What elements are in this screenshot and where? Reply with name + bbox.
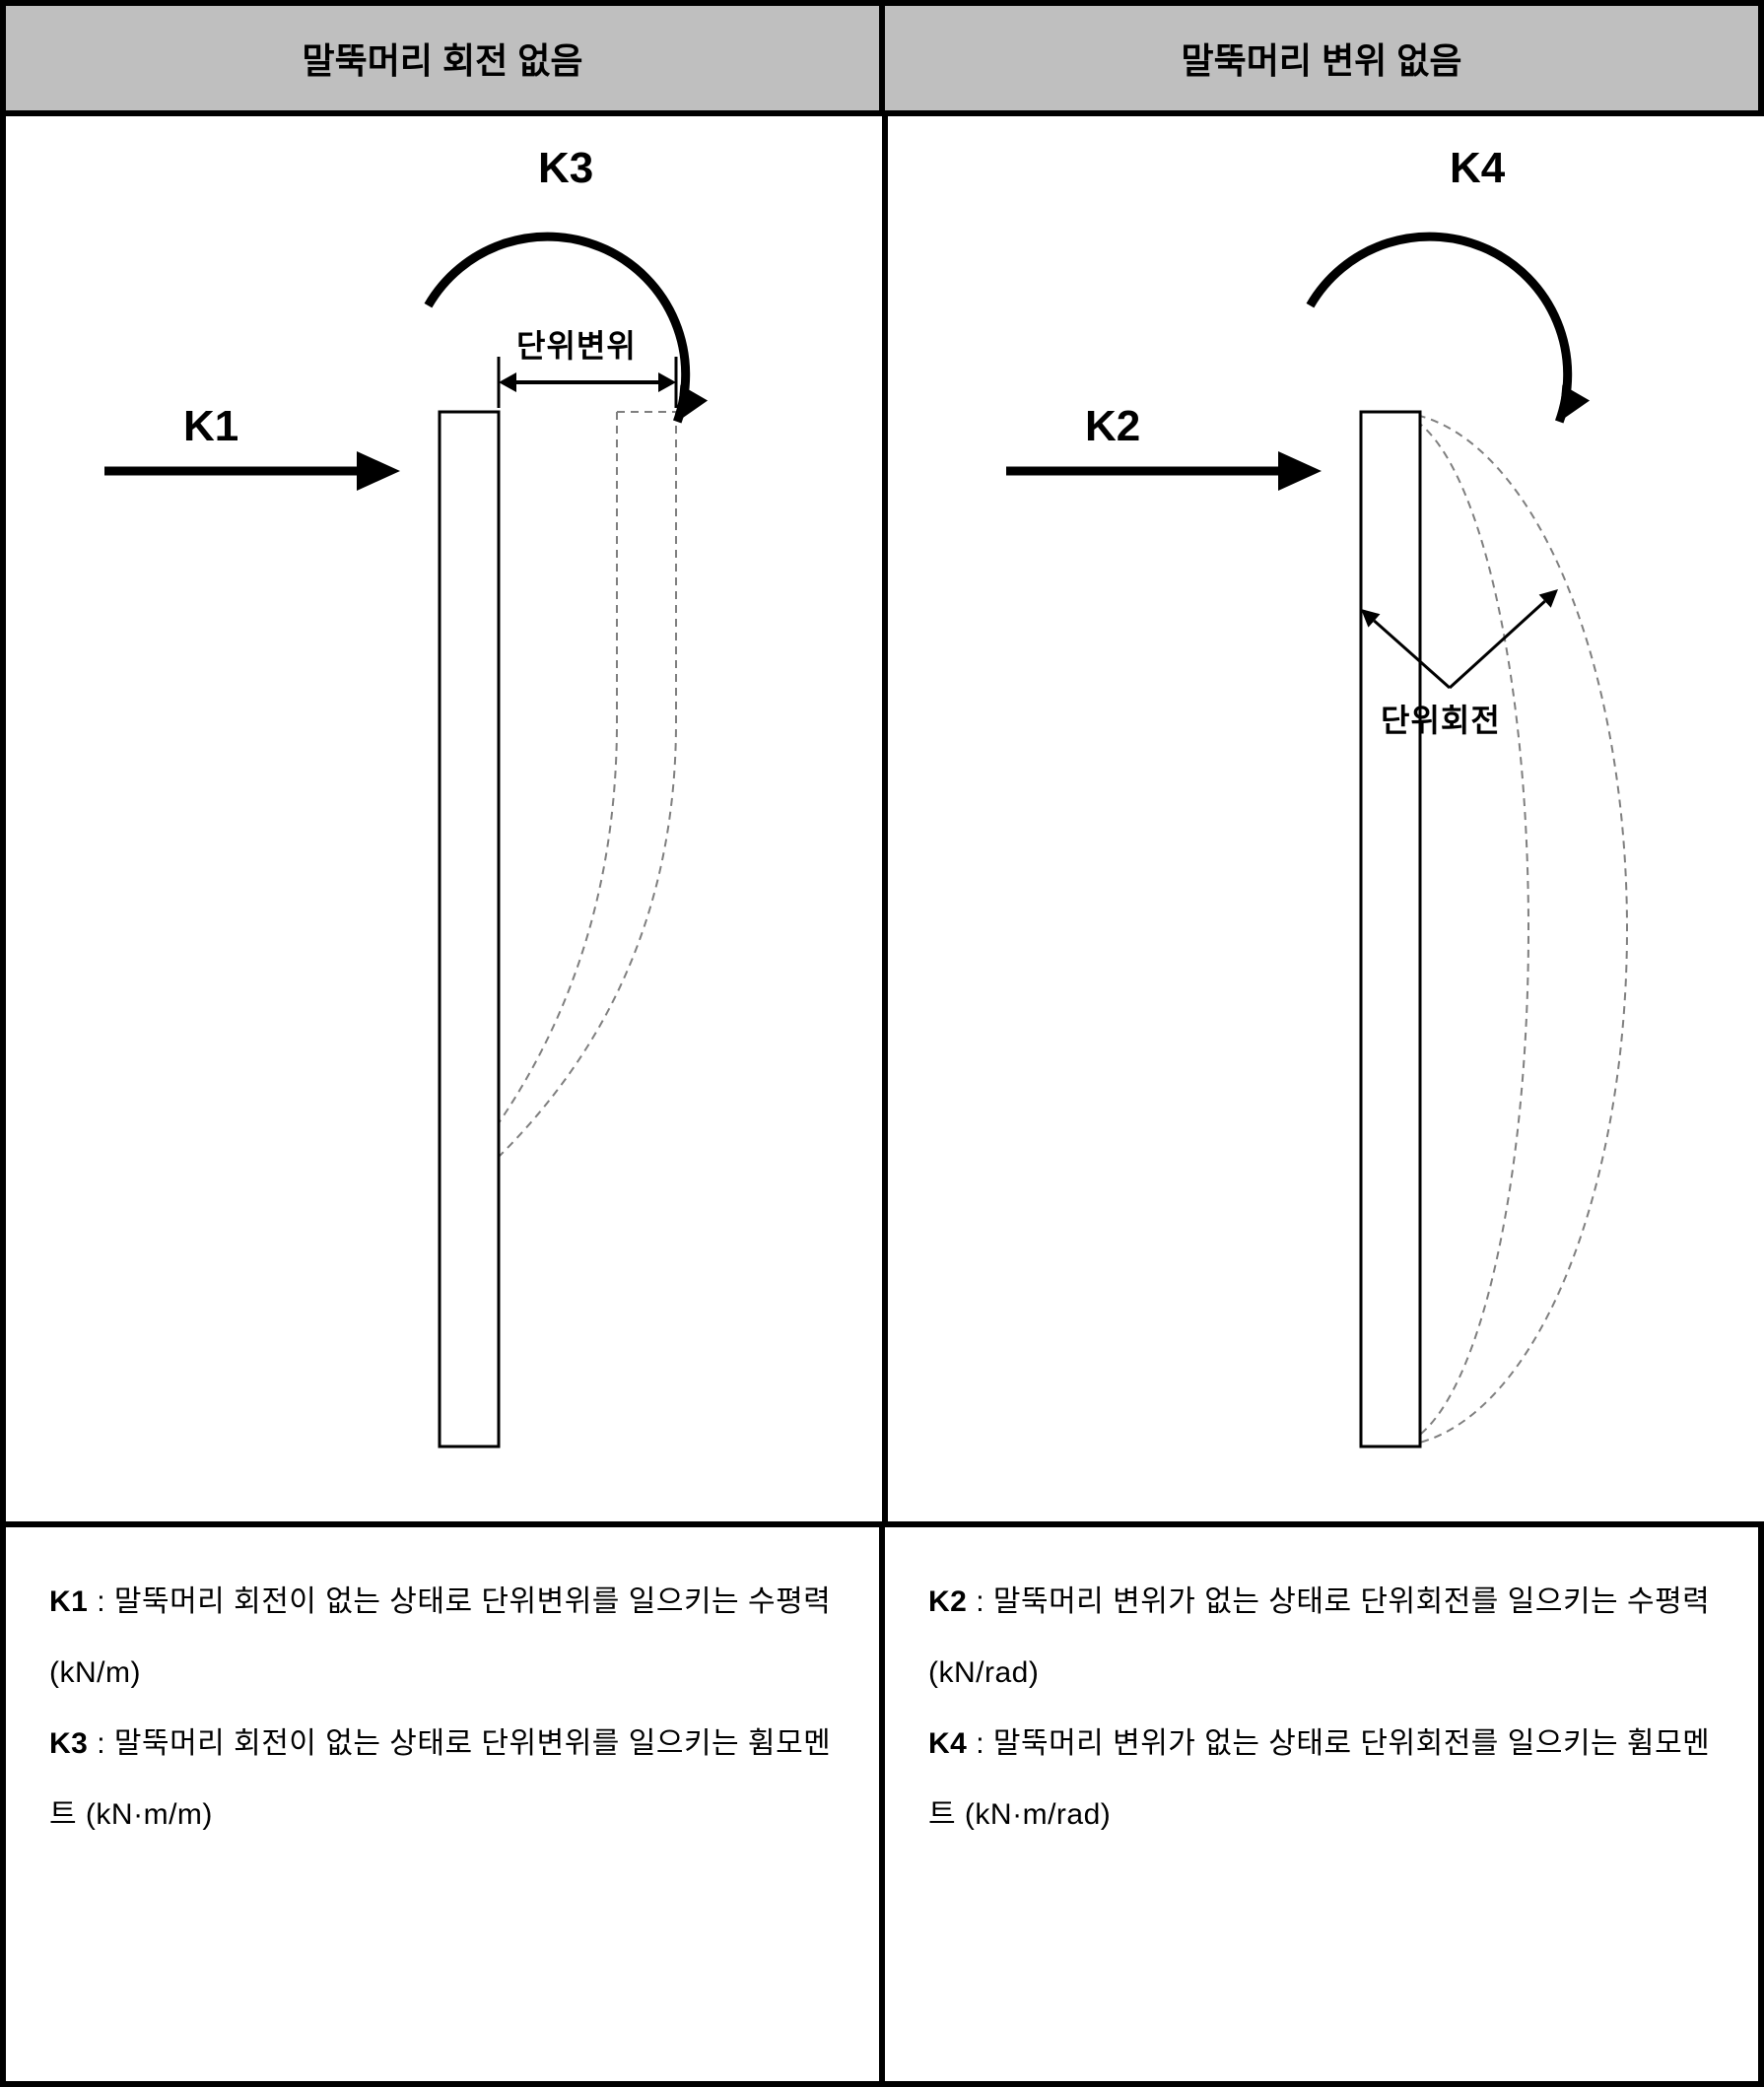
desc-k1-bold: K1	[49, 1585, 88, 1618]
desc-k3-text: : 말뚝머리 회전이 없는 상태로 단위변위를 일으키는 휨모멘트 (kN·m/…	[49, 1727, 831, 1831]
header-left: 말뚝머리 회전 없음	[3, 3, 882, 113]
header-left-text: 말뚝머리 회전 없음	[303, 33, 583, 84]
desc-k2-line: K2 : 말뚝머리 변위가 없는 상태로 단위회전를 일으키는 수평력 (kN/…	[928, 1567, 1715, 1709]
desc-k3-line: K3 : 말뚝머리 회전이 없는 상태로 단위변위를 일으키는 휨모멘트 (kN…	[49, 1709, 836, 1851]
k2-label: K2	[1085, 402, 1140, 451]
desc-k1-line: K1 : 말뚝머리 회전이 없는 상태로 단위변위를 일으키는 수평력 (kN/…	[49, 1567, 836, 1709]
description-left: K1 : 말뚝머리 회전이 없는 상태로 단위변위를 일으키는 수평력 (kN/…	[3, 1524, 882, 2084]
header-right-text: 말뚝머리 변위 없음	[1182, 33, 1462, 84]
pile-stiffness-figure: 말뚝머리 회전 없음 말뚝머리 변위 없음 K1 K3 단위변위 K2 K4 단…	[0, 0, 1764, 2087]
diagram-left: K1 K3 단위변위	[3, 113, 885, 1524]
description-right: K2 : 말뚝머리 변위가 없는 상태로 단위회전를 일으키는 수평력 (kN/…	[882, 1524, 1761, 2084]
desc-k3-bold: K3	[49, 1727, 88, 1760]
header-row: 말뚝머리 회전 없음 말뚝머리 변위 없음	[3, 3, 1761, 113]
diagram-right-svg	[888, 116, 1764, 1527]
unit-displacement-label: 단위변위	[516, 321, 637, 367]
diagram-right: K2 K4 단위회전	[885, 113, 1764, 1524]
desc-k4-text: : 말뚝머리 변위가 없는 상태로 단위회전를 일으키는 휨모멘트 (kN·m/…	[928, 1727, 1710, 1831]
k1-label: K1	[183, 402, 238, 451]
desc-k2-bold: K2	[928, 1585, 967, 1618]
desc-k4-bold: K4	[928, 1727, 967, 1760]
k4-label: K4	[1450, 144, 1505, 193]
diagram-row: K1 K3 단위변위 K2 K4 단위회전	[3, 113, 1761, 1524]
desc-k2-text: : 말뚝머리 변위가 없는 상태로 단위회전를 일으키는 수평력 (kN/rad…	[928, 1585, 1710, 1689]
description-row: K1 : 말뚝머리 회전이 없는 상태로 단위변위를 일으키는 수평력 (kN/…	[3, 1524, 1761, 2084]
desc-k1-text: : 말뚝머리 회전이 없는 상태로 단위변위를 일으키는 수평력 (kN/m)	[49, 1585, 831, 1689]
unit-rotation-label: 단위회전	[1381, 696, 1501, 741]
desc-k4-line: K4 : 말뚝머리 변위가 없는 상태로 단위회전를 일으키는 휨모멘트 (kN…	[928, 1709, 1715, 1851]
header-right: 말뚝머리 변위 없음	[882, 3, 1761, 113]
k3-label: K3	[538, 144, 593, 193]
diagram-left-svg	[6, 116, 888, 1527]
